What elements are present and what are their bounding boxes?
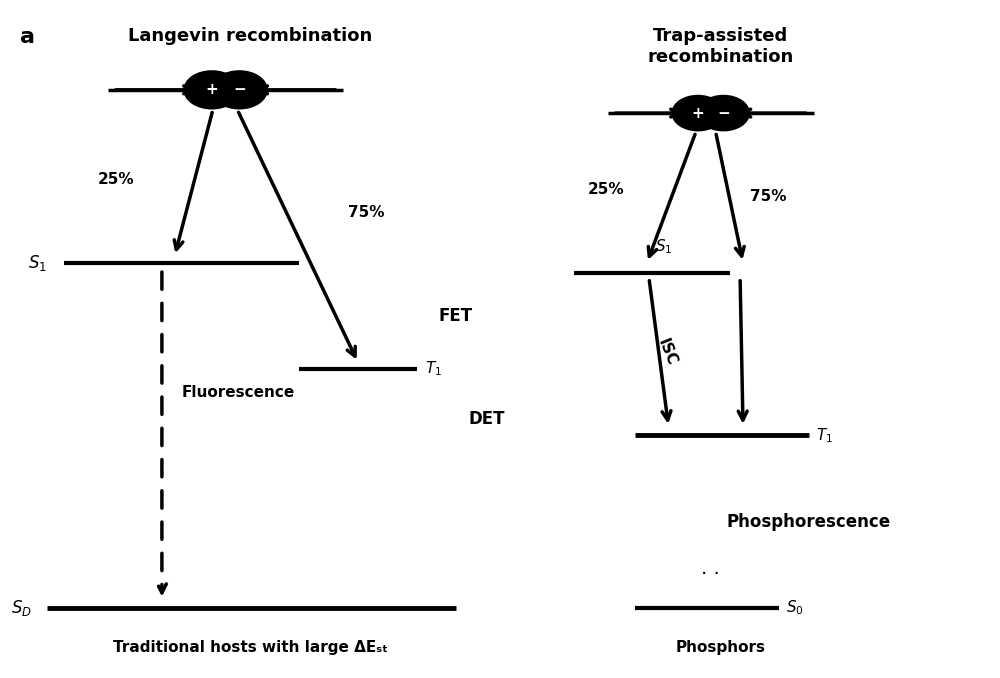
Text: −: − [717, 106, 730, 121]
Text: $S_0$: $S_0$ [786, 599, 804, 618]
Circle shape [212, 71, 267, 108]
Text: Phosphorescence: Phosphorescence [727, 513, 891, 531]
Text: Fluorescence: Fluorescence [182, 384, 295, 399]
Text: $S_1$: $S_1$ [28, 253, 47, 273]
Text: Phosphors: Phosphors [676, 639, 766, 655]
Circle shape [672, 96, 723, 130]
Text: 25%: 25% [588, 182, 624, 197]
Circle shape [184, 71, 239, 108]
Text: $S_D$: $S_D$ [11, 598, 32, 618]
Text: a: a [20, 26, 35, 47]
Text: Langevin recombination: Langevin recombination [128, 26, 372, 45]
Text: 75%: 75% [750, 188, 786, 203]
Text: Traditional hosts with large ΔEₛₜ: Traditional hosts with large ΔEₛₜ [113, 639, 388, 655]
Text: DET: DET [469, 410, 505, 428]
Text: $S_1$: $S_1$ [655, 237, 672, 256]
Text: 25%: 25% [98, 172, 134, 187]
Text: 75%: 75% [348, 205, 385, 220]
Text: ISC: ISC [655, 336, 679, 368]
Text: +: + [692, 106, 704, 121]
Text: Trap-assisted
recombination: Trap-assisted recombination [647, 26, 794, 66]
Text: FET: FET [438, 306, 472, 325]
Text: −: − [233, 82, 246, 98]
Circle shape [698, 96, 749, 130]
Text: $T_1$: $T_1$ [816, 426, 833, 445]
Text: . .: . . [701, 559, 720, 578]
Text: $T_1$: $T_1$ [425, 359, 442, 378]
Text: +: + [206, 82, 218, 98]
